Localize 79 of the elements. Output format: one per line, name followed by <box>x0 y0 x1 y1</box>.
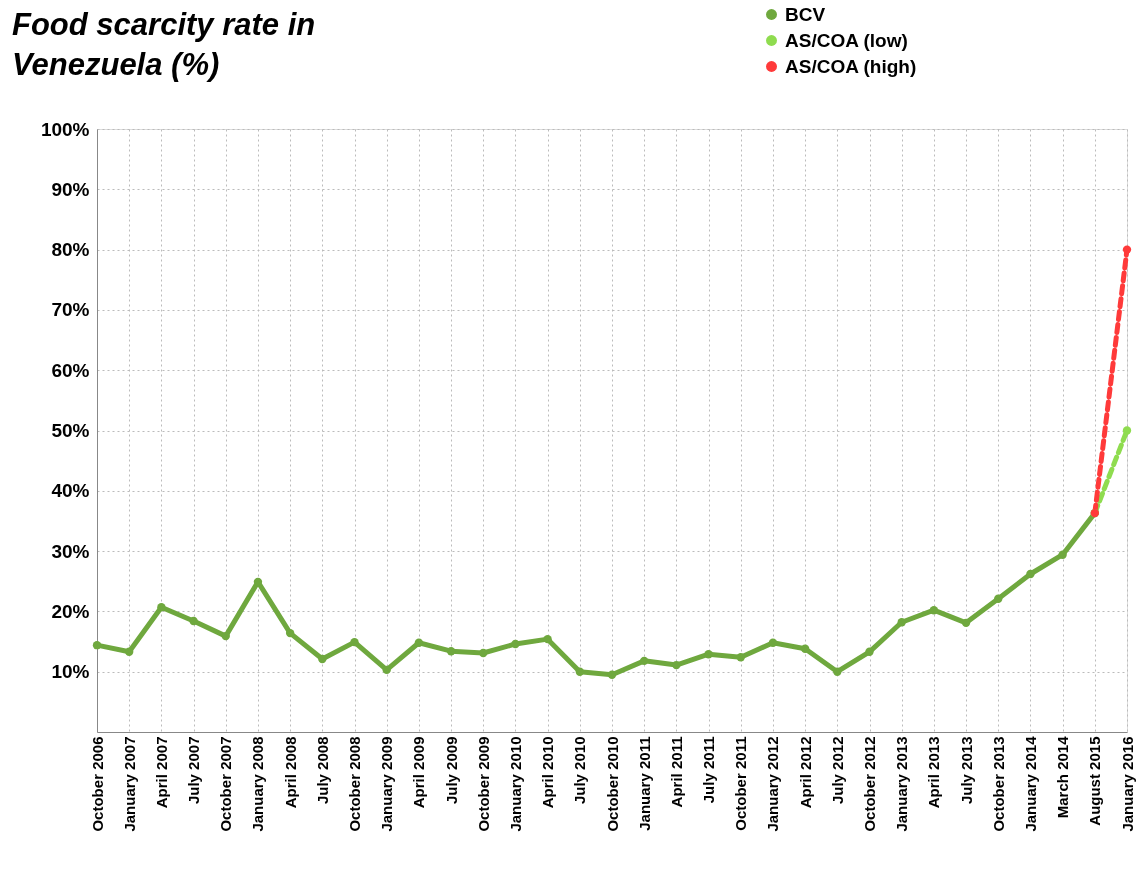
point <box>640 656 649 666</box>
point <box>929 606 939 615</box>
point <box>1122 245 1132 254</box>
point <box>221 631 230 641</box>
point <box>382 665 391 675</box>
point <box>961 618 971 628</box>
x-tick-label: January 2011 <box>635 736 653 831</box>
x-tick-label: July 2011 <box>700 736 718 804</box>
x-tick-label: January 2008 <box>249 736 267 832</box>
x-tick-label: October 2013 <box>989 736 1007 832</box>
point <box>1122 426 1132 435</box>
legend-label: AS/COA (low) <box>785 29 908 51</box>
x-tick-label: January 2012 <box>764 736 782 832</box>
y-tick-label: 80% <box>51 239 90 261</box>
y-tick-label: 20% <box>51 600 90 622</box>
y-tick-label: 100% <box>40 118 90 140</box>
x-tick-label: January 2007 <box>120 736 138 832</box>
point <box>157 603 166 612</box>
x-tick-label: July 2012 <box>828 736 846 805</box>
x-tick-label: April 2009 <box>410 736 428 809</box>
point <box>479 648 488 658</box>
chart-title: Food scarcity rate in Venezuela (%) <box>12 7 316 82</box>
x-tick-label: July 2007 <box>185 736 203 805</box>
y-tick-label: 40% <box>51 480 90 502</box>
point <box>285 628 295 638</box>
point <box>768 638 778 647</box>
y-tick-label: 90% <box>51 178 90 200</box>
point <box>672 660 681 670</box>
x-tick-label: July 2010 <box>571 736 589 805</box>
y-tick-label: 50% <box>51 420 90 441</box>
x-tick-label: January 2010 <box>506 736 524 832</box>
x-tick-label: April 2012 <box>796 736 814 809</box>
point <box>543 634 552 644</box>
x-tick-label: March 2014 <box>1054 735 1072 819</box>
x-tick-label: April 2008 <box>281 736 299 809</box>
point <box>1058 550 1067 559</box>
x-tick-label: October 2009 <box>474 736 492 832</box>
x-tick-label: October 2006 <box>88 736 106 832</box>
x-tick-label: April 2007 <box>152 736 170 809</box>
x-tick-label: January 2009 <box>378 736 396 832</box>
point <box>92 640 102 650</box>
point <box>511 639 520 649</box>
point <box>1026 569 1035 579</box>
x-tick-label: April 2010 <box>539 736 557 809</box>
point <box>800 644 810 653</box>
point <box>607 670 617 679</box>
point <box>897 618 906 627</box>
x-tick-label: July 2013 <box>957 736 975 805</box>
point <box>994 594 1003 603</box>
point <box>189 616 198 626</box>
y-tick-label: 60% <box>51 359 90 381</box>
point <box>350 637 359 647</box>
point <box>446 647 456 656</box>
point <box>318 654 327 664</box>
y-tick-label: 30% <box>51 540 90 562</box>
y-tick-label: 70% <box>51 299 90 321</box>
x-tick-label: January 2013 <box>893 736 911 832</box>
x-tick-label: August 2015 <box>1086 736 1104 826</box>
x-tick-label: January 2014 <box>1021 735 1039 832</box>
point <box>865 647 874 656</box>
x-tick-label: October 2007 <box>217 736 235 832</box>
legend-label: BCV <box>785 3 826 25</box>
x-tick-label: July 2008 <box>313 736 331 805</box>
x-tick-label: January 2016 <box>1118 736 1136 832</box>
x-tick-label: April 2013 <box>925 736 943 809</box>
point <box>575 667 584 676</box>
point <box>736 653 745 662</box>
x-tick-label: October 2012 <box>861 736 878 832</box>
point <box>414 638 424 647</box>
x-tick-label: April 2011 <box>667 736 685 808</box>
x-tick-label: October 2011 <box>732 736 750 831</box>
x-tick-label: July 2009 <box>442 736 460 805</box>
point <box>125 647 134 656</box>
point <box>704 650 713 659</box>
x-tick-label: October 2010 <box>603 736 621 832</box>
y-tick-label: 10% <box>51 661 90 683</box>
x-tick-label: October 2008 <box>346 736 363 832</box>
point <box>833 667 842 676</box>
legend-label: AS/COA (high) <box>785 55 917 77</box>
